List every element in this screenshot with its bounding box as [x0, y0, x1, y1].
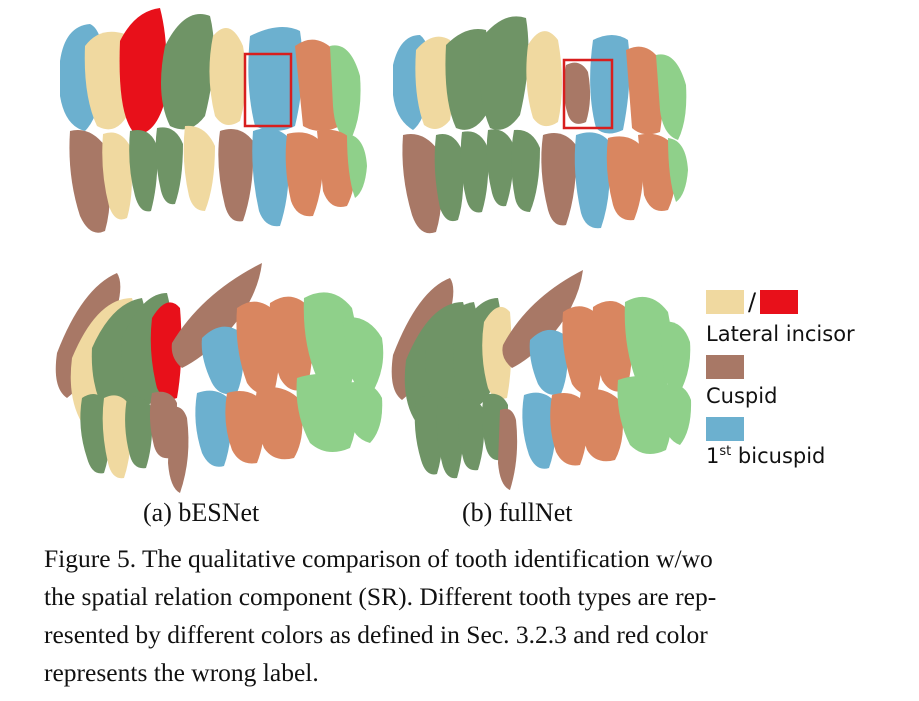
wrong-label-swatch [760, 290, 799, 314]
legend-separator: / [748, 288, 757, 316]
first-bicuspid-swatch [706, 417, 744, 441]
corrected-label-highlight-box [562, 58, 614, 130]
tooth-upper-lateral-right [209, 28, 246, 125]
subfigure-a-label: (a) bESNet [143, 498, 260, 527]
legend-cuspid-label: Cuspid [706, 384, 778, 408]
tooth-upper-central-left [161, 14, 214, 130]
tooth-upper-lateral-left [84, 31, 131, 130]
lower-teeth-b [402, 129, 688, 234]
lower-teeth-a [69, 125, 367, 233]
subfigure-b-label: (b) fullNet [462, 498, 573, 527]
caption-line-3: resented by different colors as defined … [44, 620, 708, 649]
legend-lateral-incisor-swatches: / [706, 288, 799, 316]
caption-line-1: Figure 5. The qualitative comparison of … [44, 544, 713, 573]
panel-b-front-view [388, 10, 693, 246]
caption-line-4: represents the wrong label. [44, 658, 319, 687]
tooth-upper-bicuspid-right [248, 27, 303, 131]
panel-b-side-view [388, 260, 693, 498]
legend-first-bicuspid-label: 1st bicuspid [706, 444, 826, 468]
wrong-label-highlight-box [243, 52, 293, 128]
panel-a-side-view [52, 258, 397, 498]
legend-first-bicuspid-swatch-row [706, 416, 744, 441]
figure-caption: Figure 5. The qualitative comparison of … [44, 540, 884, 692]
tooth-upper-molar-right [295, 39, 342, 131]
legend-lateral-incisor-label: Lateral incisor [706, 322, 855, 346]
upper-teeth-a [60, 8, 361, 141]
caption-line-2: the spatial relation component (SR). Dif… [44, 582, 717, 611]
legend-cuspid-swatch-row [706, 354, 744, 379]
panel-a-front-view [55, 6, 375, 246]
lateral-incisor-swatch [706, 290, 744, 314]
upper-teeth-b [393, 16, 687, 140]
tooth-upper-molar-far [330, 45, 361, 141]
tooth-upper-wrong-label [119, 8, 167, 135]
cuspid-swatch [706, 355, 744, 379]
